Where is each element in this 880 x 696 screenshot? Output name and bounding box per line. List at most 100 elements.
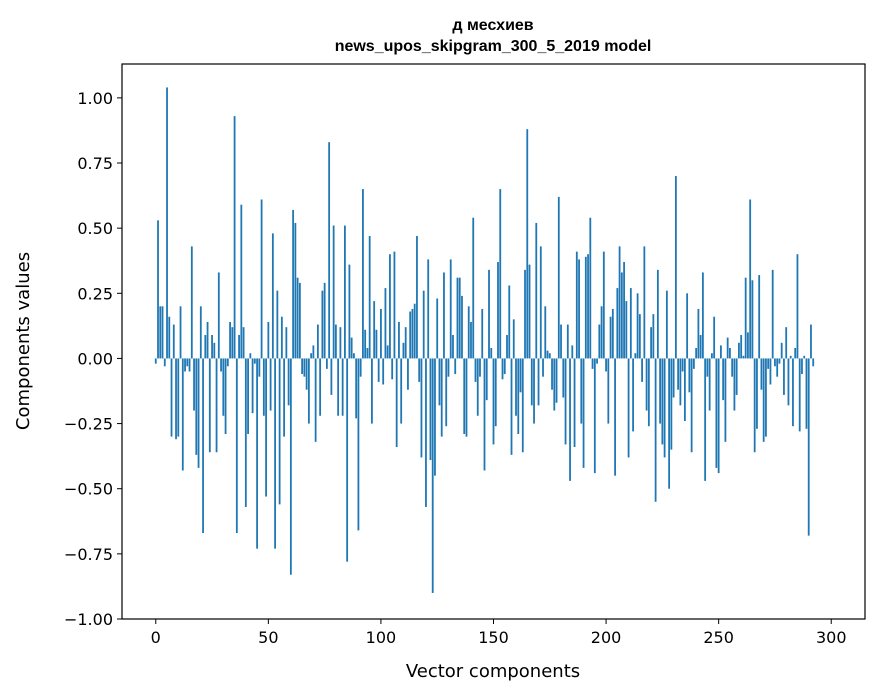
bar-194	[591, 358, 594, 369]
bar-239	[692, 358, 695, 369]
plot-frame	[121, 63, 866, 620]
bar-196	[596, 358, 598, 364]
bar-130	[447, 358, 450, 377]
bar-236	[686, 293, 689, 359]
bar-156	[506, 334, 508, 359]
bar-200	[605, 358, 607, 372]
bar-111	[404, 327, 407, 359]
bar-205	[616, 288, 619, 359]
bar-94	[366, 348, 369, 359]
bar-59	[287, 358, 290, 406]
bar-278	[780, 342, 783, 359]
y-tick-label-3: −0.25	[64, 415, 113, 434]
bar-35	[233, 116, 236, 359]
bar-258	[735, 358, 738, 395]
bar-281	[787, 358, 790, 406]
bar-120	[425, 358, 427, 507]
bar-117	[418, 358, 421, 382]
bar-93	[364, 329, 367, 359]
bar-65	[301, 358, 304, 375]
bar-46	[258, 358, 261, 377]
bar-38	[240, 204, 243, 359]
bar-178	[555, 358, 558, 403]
bar-182	[564, 358, 567, 445]
bar-101	[382, 358, 385, 385]
bar-66	[303, 358, 306, 377]
bar-169	[535, 222, 538, 359]
bar-155	[503, 358, 506, 375]
bar-118	[420, 358, 423, 458]
bar-176	[551, 358, 553, 390]
bar-217	[643, 246, 646, 359]
bar-180	[560, 324, 562, 359]
y-tick-label-6: 0.50	[77, 219, 113, 238]
bar-122	[429, 358, 432, 461]
bar-241	[697, 308, 700, 359]
bar-152	[497, 262, 499, 359]
bar-163	[521, 358, 524, 453]
bar-207	[620, 272, 623, 359]
x-tick-label-200: 200	[591, 628, 622, 647]
bar-191	[584, 256, 587, 359]
bar-201	[607, 358, 610, 424]
bar-237	[688, 358, 691, 393]
bar-37	[238, 334, 240, 359]
bar-31	[224, 358, 227, 434]
bar-270	[762, 358, 765, 442]
bar-164	[524, 269, 526, 359]
bar-275	[774, 358, 776, 367]
bar-247	[711, 353, 713, 359]
bar-228	[668, 358, 671, 489]
bar-226	[663, 358, 666, 458]
bar-36	[235, 358, 238, 534]
bar-92	[362, 189, 364, 359]
bar-240	[695, 348, 698, 359]
bar-269	[760, 358, 763, 390]
bar-62	[294, 222, 297, 359]
bar-255	[729, 348, 731, 359]
bar-39	[242, 327, 245, 359]
bar-202	[609, 316, 612, 359]
bar-15	[188, 358, 191, 372]
bar-43	[251, 358, 254, 414]
bar-98	[375, 329, 378, 359]
bar-233	[679, 358, 682, 406]
bar-116	[416, 235, 418, 359]
x-tick-label-300: 300	[816, 628, 847, 647]
bar-147	[485, 358, 488, 401]
bar-211	[629, 288, 632, 359]
bar-82	[339, 327, 342, 359]
bar-89	[355, 358, 358, 419]
bar-2	[159, 306, 162, 359]
bars-group	[154, 87, 815, 593]
bar-256	[731, 358, 734, 377]
bar-9	[175, 358, 177, 440]
bar-29	[220, 358, 222, 372]
bar-125	[436, 298, 439, 359]
bar-60	[289, 358, 292, 575]
bar-121	[427, 259, 430, 359]
bar-175	[548, 353, 551, 359]
bar-244	[704, 358, 707, 481]
bar-44	[253, 358, 256, 364]
bar-265	[751, 280, 754, 359]
bar-73	[319, 358, 322, 416]
bar-135	[458, 277, 461, 359]
bar-225	[661, 358, 664, 445]
bar-64	[298, 282, 301, 359]
bar-174	[546, 350, 549, 359]
bar-61	[292, 209, 295, 359]
bar-103	[386, 345, 389, 359]
bar-144	[479, 358, 481, 377]
bar-230	[672, 358, 675, 398]
bar-162	[519, 358, 522, 393]
bar-91	[359, 358, 362, 377]
bar-68	[307, 358, 310, 424]
bar-249	[715, 358, 718, 468]
bar-114	[411, 308, 414, 359]
bar-168	[533, 358, 535, 424]
bar-71	[314, 358, 317, 442]
bar-216	[641, 358, 643, 382]
bar-13	[184, 358, 186, 372]
bar-50	[267, 321, 270, 359]
